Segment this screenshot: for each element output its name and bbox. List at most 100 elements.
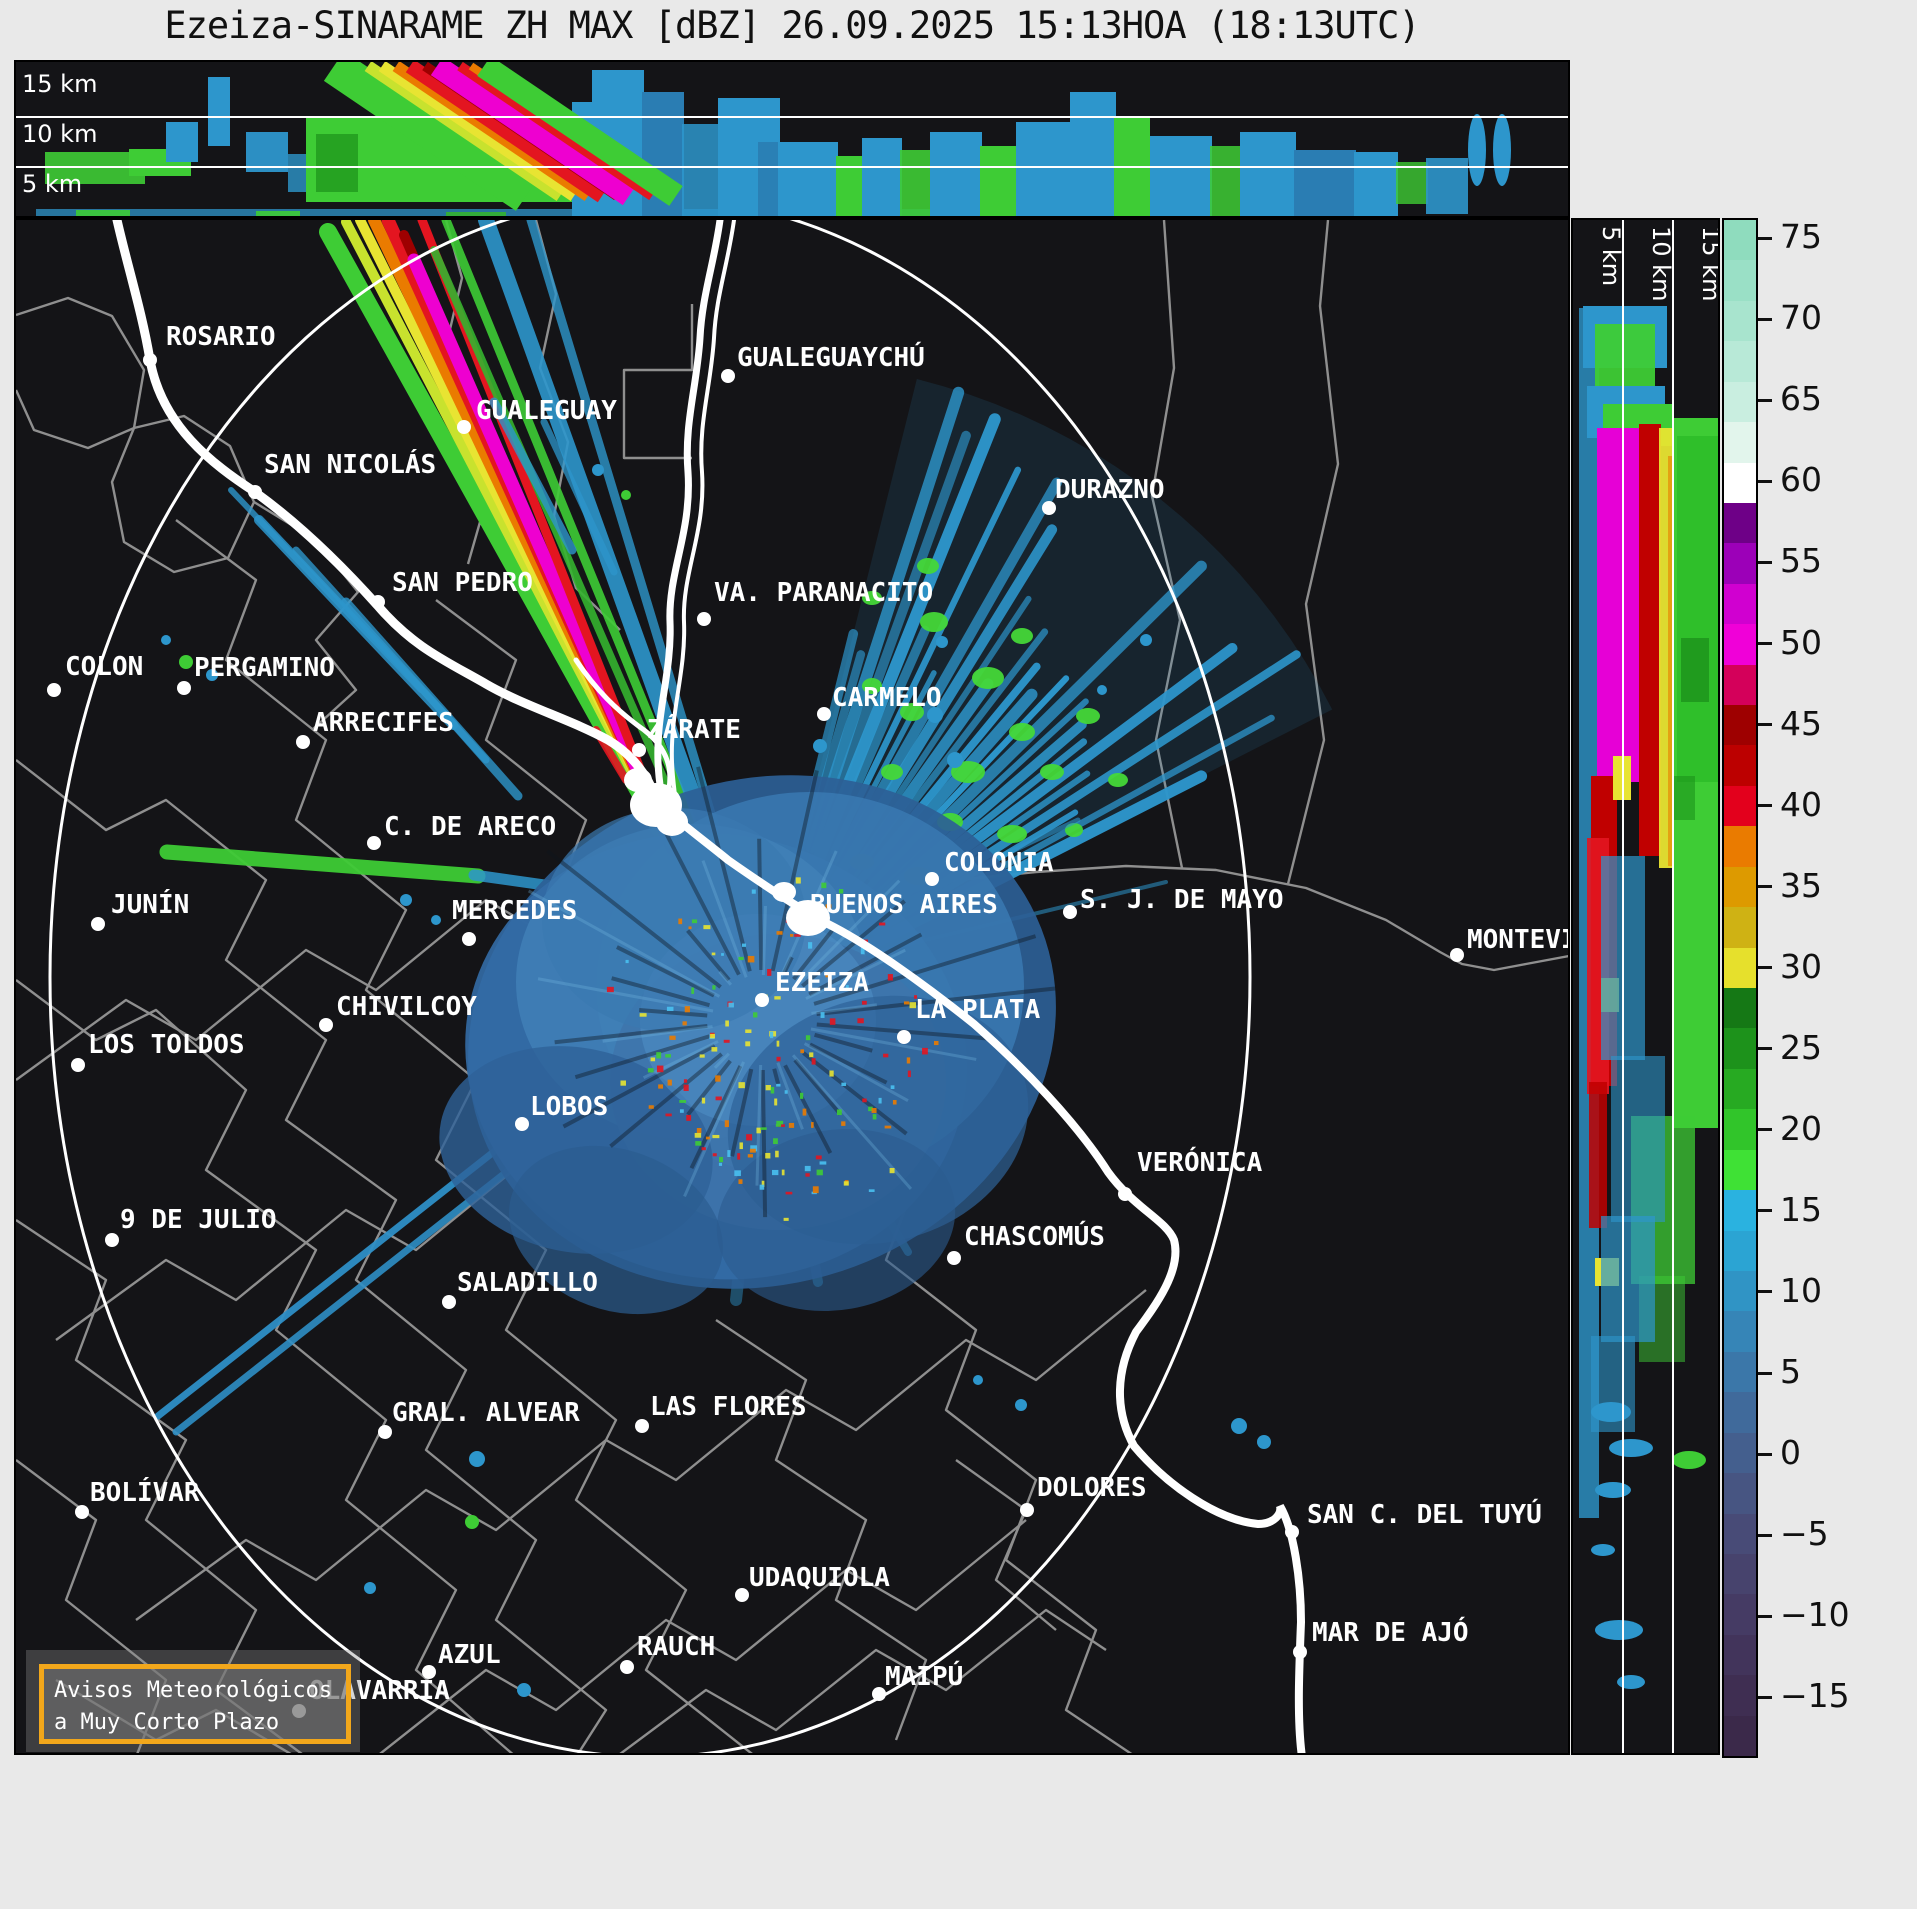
colorbar-segment: [1724, 1270, 1756, 1312]
echo-speckle: [878, 1097, 882, 1104]
echo-speckle: [883, 1053, 889, 1058]
echo-spot: [206, 669, 218, 681]
colorbar-tick: [1758, 642, 1772, 646]
echo-speckle: [679, 1109, 684, 1113]
echo-speckle: [751, 889, 756, 894]
echo-speckle: [871, 1107, 877, 1113]
echo-spot: [161, 635, 171, 645]
colorbar-tick: [1758, 1533, 1772, 1537]
admin-boundary: [16, 296, 146, 450]
echo-speckle: [841, 1082, 847, 1086]
echo-speckle: [738, 1179, 743, 1184]
colorbar-tick: [1758, 236, 1772, 240]
echo-speckle: [811, 1058, 816, 1065]
storm-wedge-stripe: [430, 62, 636, 206]
clutter-spoke-dark: [562, 1043, 716, 1129]
colorbar-segment: [1724, 1513, 1756, 1554]
colorbar-segment: [1724, 1068, 1756, 1110]
admin-boundary: [16, 759, 608, 1753]
echo-speckle: [794, 934, 801, 937]
echo-column: [288, 154, 308, 192]
echo-speckle: [785, 1191, 793, 1195]
city-label: ZÁRATE: [647, 715, 741, 745]
storm-wedge-stripe: [323, 62, 537, 211]
echo-speckle: [665, 1113, 672, 1117]
clutter-spoke-light: [537, 977, 714, 1013]
warning-line2: a Muy Corto Plazo: [54, 1709, 280, 1735]
city-dot: [378, 1425, 392, 1439]
echo-green-blob: [920, 612, 948, 632]
admin-boundary: [955, 1459, 1057, 1631]
city-label: GUALEGUAYCHÚ: [737, 343, 925, 373]
echo-speckle: [759, 1184, 765, 1190]
colorbar-tick-label: −15: [1780, 1676, 1850, 1716]
echo-speckle: [701, 1097, 706, 1104]
echo-speckle: [715, 1096, 722, 1101]
echo-beam: [441, 220, 721, 885]
echo-speckle: [783, 1217, 789, 1221]
colorbar-tick: [1758, 966, 1772, 970]
echo-column: [166, 122, 198, 162]
colorbar-segment: [1724, 1715, 1756, 1757]
echo-speckle: [746, 1134, 753, 1141]
echo-speckle: [772, 1169, 779, 1176]
city-dot: [319, 1018, 333, 1032]
city-label: COLONIA: [944, 848, 1054, 878]
echo-speckle: [683, 1079, 688, 1083]
height-axis-label: 15 km: [1697, 226, 1720, 302]
colorbar-tick-label: 60: [1780, 460, 1822, 500]
height-axis-label: 5 km: [1597, 226, 1625, 287]
city-label: MAIPÚ: [885, 1662, 964, 1692]
echo-speckle: [778, 1124, 785, 1127]
clutter-spoke-dark: [696, 766, 752, 972]
echo-speckle: [769, 1031, 774, 1039]
colorbar-segment: [1724, 705, 1756, 746]
warning-line1: Avisos Meteorológicos: [54, 1678, 333, 1703]
echo-blob: [1617, 1675, 1645, 1689]
city-dot: [71, 1058, 85, 1072]
echo-speckle: [860, 947, 865, 955]
echo-speckle: [650, 1057, 656, 1062]
echo-speckle: [761, 1180, 765, 1187]
city-label: SALADILLO: [457, 1268, 598, 1298]
city-dot: [947, 1251, 961, 1265]
echo-speckle: [799, 1092, 804, 1099]
echo-speckle: [747, 955, 755, 963]
city-label: CHIVILCOY: [336, 992, 477, 1022]
height-gridline: [16, 116, 1568, 118]
echo-speckle: [933, 1040, 939, 1046]
colorbar-segment: [1724, 826, 1756, 867]
echo-column: [208, 77, 230, 146]
clutter-spoke-dark: [793, 1058, 842, 1116]
echo-speckle: [728, 1002, 734, 1008]
city-dot: [721, 369, 735, 383]
colorbar-tick: [1758, 479, 1772, 483]
echo-speckle: [872, 1114, 877, 1120]
echo-spot: [1097, 685, 1107, 695]
echo-speckle: [666, 1006, 674, 1012]
echo-speckle: [811, 1122, 814, 1128]
echo-spot: [1140, 634, 1152, 646]
city-label: CHASCOMÚS: [964, 1222, 1105, 1252]
admin-boundary: [715, 1319, 928, 1741]
echo-beam: [489, 397, 577, 555]
warning-banner[interactable]: Avisos Meteorológicos a Muy Corto Plazo: [39, 1664, 351, 1744]
echo-spot: [1015, 1399, 1027, 1411]
echo-speckle: [805, 1035, 811, 1041]
echo-speckle: [765, 1152, 771, 1159]
colorbar-segment: [1724, 260, 1756, 301]
colorbar-tick: [1758, 1695, 1772, 1699]
clutter-spoke-dark: [808, 932, 923, 997]
clutter-spoke-dark: [574, 1034, 711, 1080]
echo-speckle: [703, 925, 711, 930]
echo-speckle: [694, 1132, 702, 1138]
colorbar-tick: [1758, 1290, 1772, 1294]
clutter-spoke-dark: [615, 945, 715, 998]
city-dot: [872, 1687, 886, 1701]
echo-speckle: [711, 952, 716, 956]
echo-speckle: [825, 904, 832, 909]
echo-beam: [526, 220, 741, 901]
echo-speckle: [745, 1041, 751, 1047]
echo-column: [1210, 146, 1242, 216]
echo-speckle: [781, 1169, 785, 1176]
